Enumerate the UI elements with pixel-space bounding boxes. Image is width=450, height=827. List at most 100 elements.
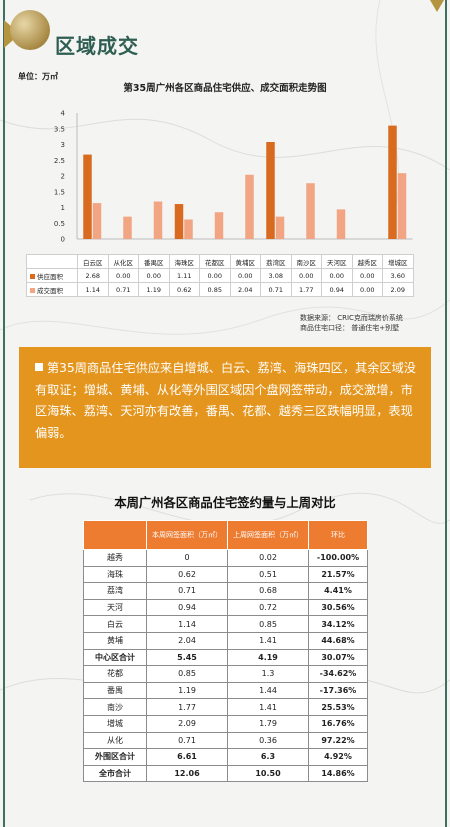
frame-line-left	[3, 0, 5, 827]
change-cell: 21.57%	[308, 565, 368, 584]
deal-bar	[245, 174, 254, 239]
comparison-table-title: 本周广州各区商品住宅签约量与上周对比	[114, 496, 336, 510]
header-cell	[83, 520, 147, 550]
deal-bar	[275, 216, 285, 239]
change-cell: -34.62%	[308, 665, 368, 683]
chart-table-header-row: 白云区 从化区 番禺区 海珠区 花都区 黄埔区 荔湾区 南沙区 天河区 越秀区 增城区	[26, 254, 414, 269]
last-week-cell: 1.79	[227, 714, 309, 733]
table-row: 海珠 0.62 0.51 21.57%	[83, 565, 368, 584]
district-cell: 从化	[83, 731, 147, 750]
data-label: 1.77	[290, 282, 322, 297]
table-row: 南沙 1.77 1.41 25.53%	[83, 698, 368, 716]
source-line-2: 商品住宅口径： 普通住宅+别墅	[300, 324, 400, 332]
header-cell: 上周网签面积（万㎡）	[227, 520, 309, 550]
last-week-cell: 1.41	[227, 698, 309, 716]
y-tick-label: 0	[61, 236, 65, 244]
last-week-cell: 0.68	[227, 582, 309, 600]
x-tick-label: 白云区	[77, 254, 109, 269]
data-label: 2.04	[229, 282, 261, 297]
change-cell: 30.56%	[308, 598, 368, 617]
data-label: 0.00	[138, 268, 170, 283]
table-total-row: 全市合计 12.06 10.50 14.86%	[83, 764, 368, 783]
this-week-cell: 1.77	[146, 698, 228, 716]
supply-bar	[83, 154, 92, 239]
summary-box: 第35周商品住宅供应来自增城、白云、荔湾、海珠四区，其余区域没有取证；增城、黄埔…	[19, 347, 431, 468]
x-tick-label: 越秀区	[351, 254, 383, 269]
district-cell: 白云	[83, 615, 147, 633]
table-row: 越秀 0 0.02 -100.00%	[83, 549, 368, 567]
x-tick-label: 天河区	[321, 254, 353, 269]
table-row: 白云 1.14 0.85 34.12%	[83, 615, 368, 633]
deal-bar	[306, 183, 315, 239]
data-label: 0.00	[290, 268, 322, 283]
series-name: 成交面积	[37, 286, 63, 295]
x-tick-label: 南沙区	[290, 254, 322, 269]
chart-table-series-deal: 成交面积	[26, 282, 78, 297]
y-tick-label: 4	[61, 110, 66, 118]
district-cell: 中心区合计	[83, 648, 147, 667]
last-week-cell: 6.3	[227, 748, 309, 766]
deal-legend-swatch	[30, 288, 35, 293]
deal-bar	[123, 216, 132, 239]
this-week-cell: 12.06	[146, 764, 228, 783]
series-name: 供应面积	[37, 272, 63, 281]
this-week-cell: 0.71	[146, 731, 228, 750]
district-cell: 增城	[83, 714, 147, 733]
last-week-cell: 1.3	[227, 665, 309, 683]
table-row: 花都 0.85 1.3 -34.62%	[83, 665, 368, 683]
district-cell: 南沙	[83, 698, 147, 716]
deal-bar	[214, 212, 224, 239]
y-tick-label: 0.5	[54, 220, 65, 228]
source-line-1: 数据来源： CRIC克而瑞房价系统	[300, 314, 403, 322]
this-week-cell: 0	[146, 549, 228, 567]
data-label: 0.00	[229, 268, 261, 283]
data-label: 1.11	[168, 268, 200, 283]
x-tick-label: 花都区	[199, 254, 231, 269]
change-cell: 30.07%	[308, 648, 368, 667]
district-cell: 花都	[83, 665, 147, 683]
supply-bar	[266, 141, 275, 239]
data-label: 0.71	[107, 282, 139, 297]
comparison-table-body: 越秀 0 0.02 -100.00% 海珠 0.62 0.51 21.57% 荔湾 0.71 0.6…	[83, 549, 368, 783]
data-label: 0.85	[199, 282, 231, 297]
district-cell: 天河	[83, 598, 147, 617]
data-label: 0.00	[351, 268, 383, 283]
table-row: 黄埔 2.04 1.41 44.68%	[83, 631, 368, 650]
data-label: 2.09	[382, 282, 414, 297]
bar-chart: 0 0.5 1 1.5 2 2.5 3 3.5 4	[54, 110, 413, 244]
last-week-cell: 1.44	[227, 681, 309, 700]
change-cell: 4.41%	[308, 582, 368, 600]
change-cell: -17.36%	[308, 681, 368, 700]
data-label: 0.62	[168, 282, 200, 297]
y-tick-label: 1.5	[54, 188, 65, 196]
data-label: 0.00	[351, 282, 383, 297]
last-week-cell: 4.19	[227, 648, 309, 667]
this-week-cell: 0.94	[146, 598, 228, 617]
district-cell: 海珠	[83, 565, 147, 584]
supply-bar	[388, 125, 397, 239]
change-cell: 34.12%	[308, 615, 368, 633]
chart-unit-label: 单位：万㎡	[18, 72, 58, 81]
data-label: 3.60	[382, 268, 414, 283]
data-label: 0.00	[321, 268, 353, 283]
data-label: 0.71	[260, 282, 292, 297]
last-week-cell: 0.85	[227, 615, 309, 633]
y-tick-label: 3.5	[54, 125, 65, 133]
change-cell: 44.68%	[308, 631, 368, 650]
data-label: 0.00	[199, 268, 231, 283]
chart-title: 第35周广州各区商品住宅供应、成交面积走势图	[123, 83, 327, 94]
this-week-cell: 2.09	[146, 714, 228, 733]
deal-bar	[153, 201, 163, 239]
table-row: 番禺 1.19 1.44 -17.36%	[83, 681, 368, 700]
supply-bar	[174, 204, 184, 239]
header-cell: 环比	[308, 520, 368, 550]
this-week-cell: 0.71	[146, 582, 228, 600]
table-row: 从化 0.71 0.36 97.22%	[83, 731, 368, 750]
y-tick-label: 3	[61, 141, 65, 149]
last-week-cell: 0.02	[227, 549, 309, 567]
header-cell: 本周网签面积（万㎡）	[146, 520, 228, 550]
table-row: 增城 2.09 1.79 16.76%	[83, 714, 368, 733]
data-source: 数据来源： CRIC克而瑞房价系统 商品住宅口径： 普通住宅+别墅	[300, 313, 403, 333]
data-label: 0.00	[107, 268, 139, 283]
